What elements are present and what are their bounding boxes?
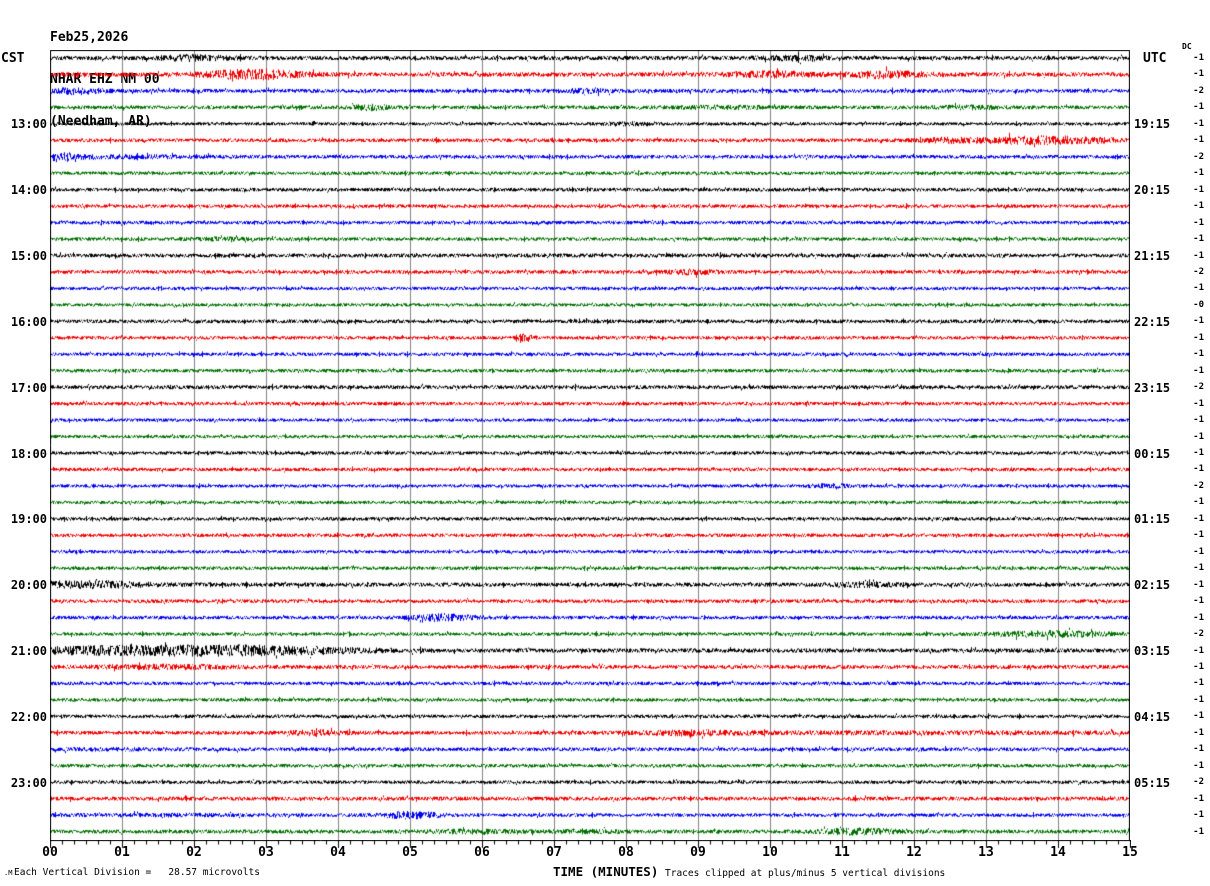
dc-value: -1 (1193, 135, 1204, 146)
x-tick-label: 15 (1122, 845, 1138, 860)
dc-value: -1 (1193, 365, 1204, 376)
dc-value: -1 (1193, 332, 1204, 343)
x-tick-label: 03 (258, 845, 274, 860)
dc-value: -1 (1193, 217, 1204, 228)
dc-value: -2 (1193, 480, 1204, 491)
dc-value: -2 (1193, 382, 1204, 393)
hour-label-cst: 23:00 (10, 775, 47, 790)
dc-value: -1 (1193, 431, 1204, 442)
dc-value: -1 (1193, 661, 1204, 672)
dc-value: -1 (1193, 810, 1204, 821)
dc-value: -1 (1193, 612, 1204, 623)
dc-value: -0 (1193, 299, 1204, 310)
dc-value: -2 (1193, 266, 1204, 277)
hour-label-utc: 23:15 (1134, 380, 1171, 395)
dc-value: -1 (1193, 316, 1204, 327)
dc-value: -1 (1193, 398, 1204, 409)
dc-value: -1 (1193, 102, 1204, 113)
x-tick-label: 11 (834, 845, 850, 860)
dc-value: -1 (1193, 579, 1204, 590)
dc-value: -1 (1193, 596, 1204, 607)
station-date: Feb25,2026 (50, 30, 129, 45)
dc-value: -2 (1193, 629, 1204, 640)
dc-value: -1 (1193, 201, 1204, 212)
time-axis-ticks (50, 840, 1131, 852)
seismogram-canvas (50, 50, 1130, 840)
dc-value: -1 (1193, 694, 1204, 705)
hour-label-cst: 15:00 (10, 249, 47, 263)
hour-label-utc: 04:15 (1134, 709, 1171, 724)
dc-value: -1 (1193, 168, 1204, 179)
dc-value: -1 (1193, 69, 1204, 80)
dc-value: -2 (1193, 777, 1204, 788)
hour-label-utc: 20:15 (1134, 183, 1171, 198)
corner-mark: .M (4, 869, 13, 877)
dc-value: -2 (1193, 85, 1204, 96)
dc-value: -1 (1193, 826, 1204, 837)
x-tick-label: 05 (402, 845, 418, 860)
dc-value: -1 (1193, 283, 1204, 294)
dc-value: -1 (1193, 711, 1204, 722)
dc-value: -1 (1193, 513, 1204, 524)
hour-label-utc: 05:15 (1134, 775, 1171, 790)
scale-caption: Each Vertical Division = 28.57 microvolt… (14, 867, 260, 878)
x-tick-label: 01 (114, 845, 130, 860)
hour-label-cst: 20:00 (10, 578, 47, 593)
dc-value: -1 (1193, 645, 1204, 656)
hour-label-cst: 18:00 (10, 446, 47, 461)
dc-value: -1 (1193, 118, 1204, 129)
clip-caption: Traces clipped at plus/minus 5 vertical … (665, 868, 946, 879)
x-tick-label: 07 (546, 845, 562, 860)
dc-value: -1 (1193, 184, 1204, 195)
dc-value: -1 (1193, 415, 1204, 426)
dc-value: -1 (1193, 744, 1204, 755)
hour-label-utc: 01:15 (1134, 512, 1171, 527)
x-tick-label: 06 (474, 845, 490, 860)
x-tick-label: 00 (42, 845, 58, 860)
x-tick-label: 08 (618, 845, 634, 860)
dc-value: -1 (1193, 448, 1204, 458)
hour-label-cst: 16:00 (10, 314, 47, 329)
dc-value: -1 (1193, 760, 1204, 771)
cst-label: CST (1, 51, 25, 66)
x-tick-label: 10 (762, 845, 778, 860)
dc-value: -1 (1193, 793, 1204, 804)
x-tick-label: 14 (1050, 845, 1066, 860)
x-tick-label: 13 (978, 845, 994, 860)
hour-label-utc: 03:15 (1134, 644, 1171, 658)
hour-label-utc: 21:15 (1134, 249, 1171, 263)
time-axis-title: TIME (MINUTES) (553, 864, 659, 879)
hour-label-cst: 19:00 (10, 512, 47, 527)
x-tick-label: 04 (330, 845, 346, 860)
hour-label-cst: 21:00 (10, 644, 47, 658)
dc-value: -1 (1193, 234, 1204, 245)
hour-label-utc: 00:15 (1134, 446, 1171, 461)
x-tick-label: 02 (186, 845, 202, 860)
dc-value: -1 (1193, 349, 1204, 360)
dc-value: -1 (1193, 530, 1204, 541)
x-tick-label: 09 (690, 845, 706, 860)
hour-label-utc: 22:15 (1134, 314, 1171, 329)
hour-label-cst: 17:00 (10, 380, 47, 395)
dc-column-header: DC (1182, 42, 1192, 51)
utc-label: UTC (1143, 51, 1167, 66)
plot-frame (50, 50, 1130, 840)
dc-value: -2 (1193, 151, 1204, 162)
hour-label-cst: 13:00 (10, 117, 47, 132)
dc-value: -1 (1193, 563, 1204, 574)
hour-label-utc: 02:15 (1134, 578, 1171, 593)
dc-value: -1 (1193, 678, 1204, 689)
dc-value: -1 (1193, 250, 1204, 261)
dc-value: -1 (1193, 464, 1204, 475)
dc-value: -1 (1193, 497, 1204, 508)
x-tick-label: 12 (906, 845, 922, 860)
hour-label-utc: 19:15 (1134, 117, 1171, 132)
dc-value: -1 (1193, 727, 1204, 738)
hour-label-cst: 22:00 (10, 709, 47, 724)
dc-value: -1 (1193, 53, 1204, 63)
dc-value: -1 (1193, 546, 1204, 557)
hour-label-cst: 14:00 (10, 183, 47, 198)
